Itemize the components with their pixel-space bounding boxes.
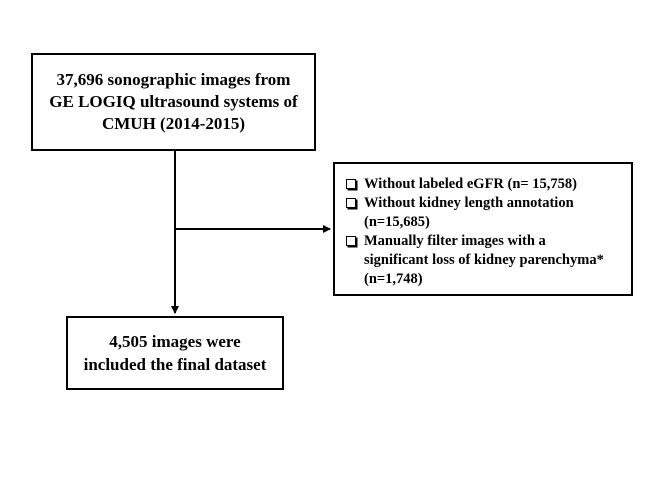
result-line: included the final dataset	[83, 355, 267, 374]
criterion-line: (n=15,685)	[364, 214, 430, 230]
final-dataset-box: 4,505 images were included the final dat…	[66, 316, 284, 390]
source-line: GE LOGIQ ultrasound systems of	[49, 92, 298, 111]
source-line: CMUH (2014-2015)	[101, 114, 246, 133]
result-line: 4,505 images were	[109, 332, 241, 351]
source-images-box: 37,696 sonographic images from GE LOGIQ …	[31, 53, 316, 151]
exclusion-criterion: Without labeled eGFR (n= 15,758)	[345, 175, 623, 194]
exclusion-criterion: Manually filter images with a significan…	[345, 232, 623, 289]
criterion-line: significant loss of kidney parenchyma*	[364, 252, 604, 268]
checkbox-icon	[346, 198, 356, 208]
criterion-line: Without kidney length annotation	[364, 195, 574, 211]
criterion-line: Without labeled eGFR (n= 15,758)	[364, 176, 578, 192]
criterion-line: (n=1,748)	[364, 271, 423, 287]
exclusion-criterion: Without kidney length annotation (n=15,6…	[345, 194, 623, 232]
criterion-line: Manually filter images with a	[364, 233, 546, 249]
checkbox-icon	[346, 236, 356, 246]
exclusion-criteria-box: Without labeled eGFR (n= 15,758) Without…	[333, 162, 633, 296]
source-line: 37,696 sonographic images from	[56, 70, 291, 89]
checkbox-icon	[346, 179, 356, 189]
